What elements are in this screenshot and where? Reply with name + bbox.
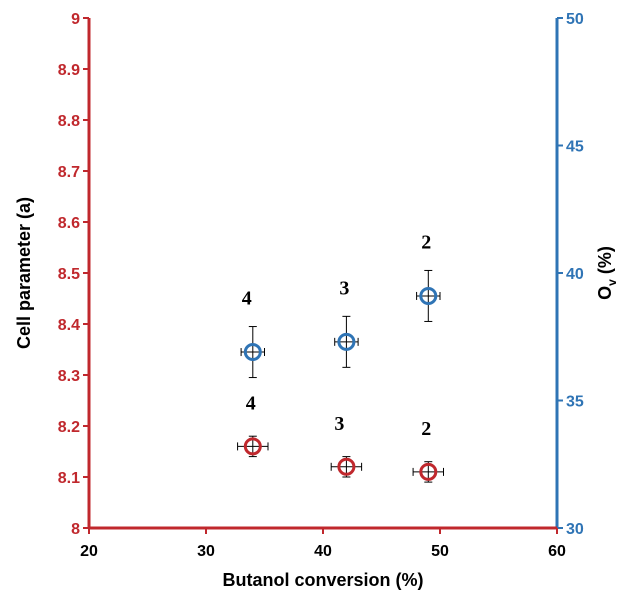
cell-parameter-point-label: 3 (334, 413, 344, 435)
right-y-axis-title-main: O (595, 286, 615, 300)
x-tick-label: 40 (314, 543, 332, 560)
right-y-axis-title: Ov (%) (595, 246, 619, 300)
ov-point-group: 4 (240, 288, 265, 379)
cell-parameter-marker (243, 437, 262, 456)
left-y-tick-label: 8.2 (58, 419, 80, 436)
cell-parameter-point-label: 2 (421, 418, 431, 440)
cell-parameter-point-group: 4 (237, 392, 269, 458)
x-tick-label: 30 (197, 543, 215, 560)
x-tick-label: 50 (431, 543, 449, 560)
data-marks: 4 3 2 4 3 2 (237, 231, 445, 483)
right-y-axis-title-unit: (%) (595, 246, 615, 274)
left-y-tick-label: 8.5 (58, 266, 80, 283)
left-y-tick-label: 8 (71, 521, 80, 538)
left-y-tick-label: 8.4 (58, 317, 80, 334)
right-y-tick-label: 45 (566, 139, 584, 156)
ov-point-label: 3 (339, 277, 349, 299)
axis-titles: Butanol conversion (%) Cell parameter (a… (14, 197, 619, 590)
right-y-axis-title-subscript: v (605, 279, 619, 286)
cell-parameter-point-group: 3 (330, 413, 363, 478)
x-axis-ticks: 20 30 40 50 60 (80, 528, 566, 560)
right-y-tick-label: 35 (566, 394, 584, 411)
cell-parameter-marker (337, 457, 356, 476)
ov-point-group: 2 (416, 231, 441, 322)
ov-point-label: 2 (421, 231, 431, 253)
left-y-axis-ticks: 8 8.1 8.2 8.3 8.4 8.5 8.6 8.7 8.8 8.9 9 (58, 11, 89, 538)
ov-point-label: 4 (242, 288, 252, 310)
right-y-axis-ticks: 30 35 40 45 50 (557, 11, 584, 538)
left-y-tick-label: 8.7 (58, 164, 80, 181)
right-y-tick-label: 30 (566, 521, 584, 538)
left-y-axis-title: Cell parameter (a) (14, 197, 34, 349)
left-y-tick-label: 8.9 (58, 62, 80, 79)
left-y-tick-label: 8.8 (58, 113, 80, 130)
left-y-tick-label: 9 (71, 11, 80, 28)
cell-parameter-point-group: 2 (412, 418, 445, 483)
x-tick-label: 20 (80, 543, 98, 560)
cell-parameter-marker (419, 462, 438, 481)
right-y-tick-label: 40 (566, 266, 584, 283)
left-y-tick-label: 8.1 (58, 470, 80, 487)
x-axis-title: Butanol conversion (%) (222, 570, 423, 590)
left-y-tick-label: 8.3 (58, 368, 80, 385)
ov-marker (419, 286, 438, 305)
ov-marker (337, 332, 356, 351)
ov-point-group: 3 (334, 277, 359, 368)
ov-marker (243, 343, 262, 362)
axes-group: 8 8.1 8.2 8.3 8.4 8.5 8.6 8.7 8.8 8.9 9 30 35 40 45 50… (58, 11, 584, 560)
right-y-tick-label: 50 (566, 11, 584, 28)
cell-parameter-point-label: 4 (246, 392, 256, 414)
left-y-tick-label: 8.6 (58, 215, 80, 232)
x-tick-label: 60 (548, 543, 566, 560)
